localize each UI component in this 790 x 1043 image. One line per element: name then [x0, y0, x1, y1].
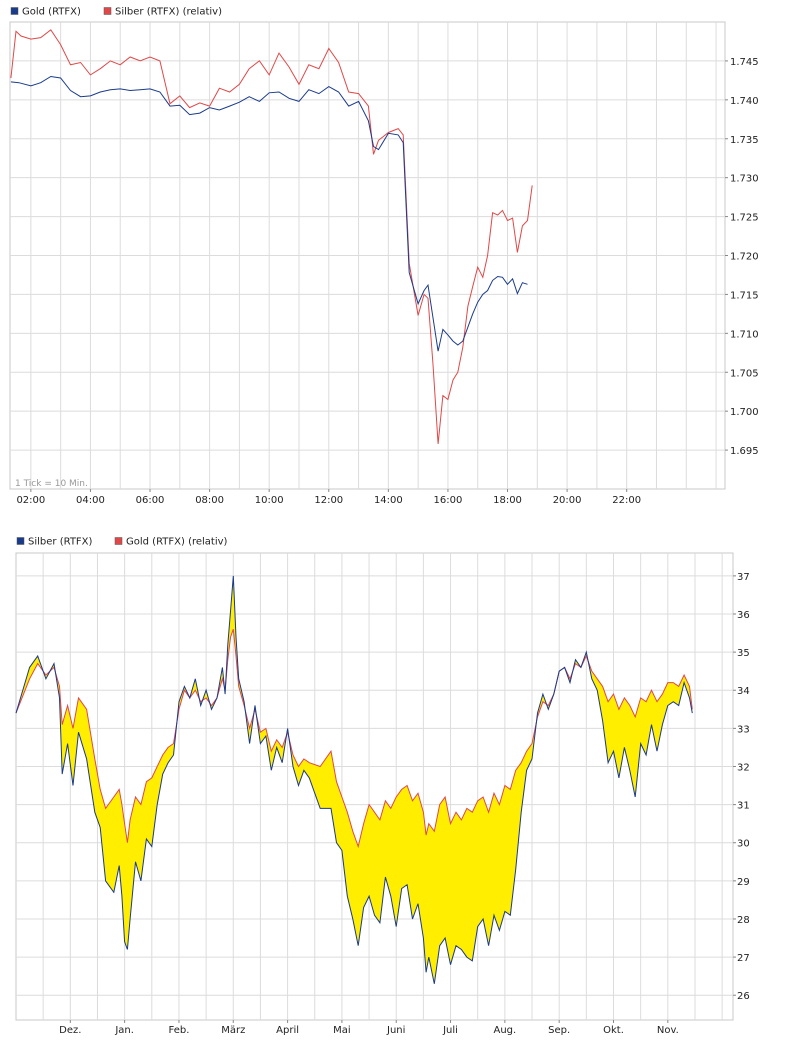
- chart-panel-1: 1.695 1.700 1.705 1.710 1.715 1.720 1.725 1.730…: [9, 7, 759, 506]
- y-tick-label: 34: [737, 686, 750, 697]
- y-tick-label: 1.700: [730, 407, 759, 418]
- chart-footnote: 1 Tick = 10 Min.: [15, 479, 88, 489]
- y-tick-label: 1.735: [730, 135, 759, 146]
- y-tick-label: 32: [737, 762, 750, 773]
- x-tick-label: 20:00: [553, 495, 582, 506]
- x-tick-label: Dez.: [59, 1025, 81, 1036]
- series-line-silber-relativ: [10, 29, 533, 444]
- y-tick-label: 26: [737, 991, 750, 1002]
- x-tick-label: 22:00: [612, 495, 641, 506]
- x-tick-label: 02:00: [16, 495, 45, 506]
- legend: Gold (RTFX) Silber (RTFX) (relativ): [10, 7, 222, 18]
- legend-swatch: [114, 537, 123, 545]
- series-line-gold: [10, 75, 528, 352]
- x-tick-label: 14:00: [374, 495, 403, 506]
- x-tick-label: Okt.: [603, 1025, 624, 1036]
- y-tick-label: 35: [737, 648, 750, 659]
- x-tick-label: 18:00: [493, 495, 522, 506]
- x-tick-label: 06:00: [136, 495, 165, 506]
- y-tick-label: 1.710: [730, 329, 759, 340]
- x-tick-label: 10:00: [255, 495, 284, 506]
- y-tick-label: 1.730: [730, 174, 759, 185]
- gridlines: [16, 553, 733, 1020]
- x-tick-label: Nov.: [657, 1025, 679, 1036]
- x-tick-label: März: [221, 1025, 245, 1036]
- legend-entry: Silber (RTFX): [28, 537, 93, 548]
- legend-swatch: [16, 537, 25, 545]
- y-tick-label: 1.745: [730, 57, 759, 68]
- y-tick-label: 37: [737, 572, 750, 583]
- y-tick-label: 30: [737, 839, 750, 850]
- y-tick-label: 1.715: [730, 290, 759, 301]
- x-tick-label: 12:00: [314, 495, 343, 506]
- x-tick-label: Juni: [386, 1025, 405, 1036]
- y-tick-label: 36: [737, 610, 750, 621]
- y-tick-label: 1.695: [730, 446, 759, 457]
- chart-panel-2: 26 27 28 29 30 31 32 33 34 35 36 37 Dez. Jan. Feb. März…: [15, 537, 750, 1036]
- y-tick-label: 29: [737, 877, 750, 888]
- series-line-silber: [15, 575, 693, 984]
- x-tick-label: Juli: [442, 1025, 458, 1036]
- y-tick-label: 31: [737, 801, 750, 812]
- legend: Silber (RTFX) Gold (RTFX) (relativ): [16, 537, 228, 548]
- legend-swatch: [103, 7, 112, 15]
- area-fill-between-series: [16, 575, 693, 984]
- x-tick-label: April: [276, 1025, 299, 1036]
- x-tick-label: Sep.: [548, 1025, 570, 1036]
- x-tick-label: 08:00: [195, 495, 224, 506]
- y-tick-label: 33: [737, 724, 750, 735]
- legend-entry: Gold (RTFX) (relativ): [126, 537, 228, 548]
- plot-area: [15, 552, 734, 1021]
- x-tick-label: 04:00: [76, 495, 105, 506]
- x-tick-label: 16:00: [434, 495, 463, 506]
- legend-entry: Silber (RTFX) (relativ): [115, 7, 222, 18]
- x-tick-label: Mai: [333, 1025, 351, 1036]
- legend-entry: Gold (RTFX): [22, 7, 81, 18]
- y-tick-label: 1.720: [730, 252, 759, 263]
- gridlines: [10, 22, 725, 489]
- y-tick-label: 1.705: [730, 368, 759, 379]
- x-tick-label: Feb.: [169, 1025, 190, 1036]
- y-tick-label: 27: [737, 953, 750, 964]
- x-tick-label: Aug.: [494, 1025, 517, 1036]
- y-tick-label: 1.725: [730, 213, 759, 224]
- x-tick-label: Jan.: [114, 1025, 134, 1036]
- y-tick-label: 28: [737, 915, 750, 926]
- legend-swatch: [10, 7, 19, 15]
- y-tick-label: 1.740: [730, 96, 759, 107]
